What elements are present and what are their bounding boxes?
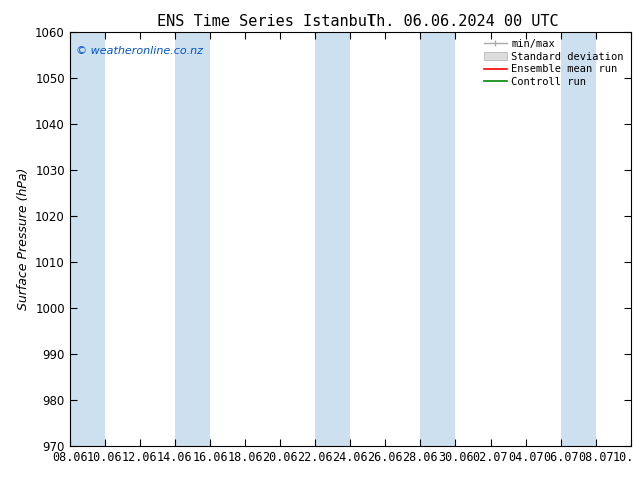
Text: ENS Time Series Istanbul: ENS Time Series Istanbul	[157, 14, 376, 29]
Bar	[70, 32, 105, 446]
Bar	[560, 32, 596, 446]
Bar	[420, 32, 455, 446]
Text: © weatheronline.co.nz: © weatheronline.co.nz	[77, 47, 204, 56]
Bar	[315, 32, 350, 446]
Y-axis label: Surface Pressure (hPa): Surface Pressure (hPa)	[16, 168, 30, 310]
Legend: min/max, Standard deviation, Ensemble mean run, Controll run: min/max, Standard deviation, Ensemble me…	[482, 37, 626, 89]
Text: Th. 06.06.2024 00 UTC: Th. 06.06.2024 00 UTC	[367, 14, 559, 29]
Bar	[175, 32, 210, 446]
